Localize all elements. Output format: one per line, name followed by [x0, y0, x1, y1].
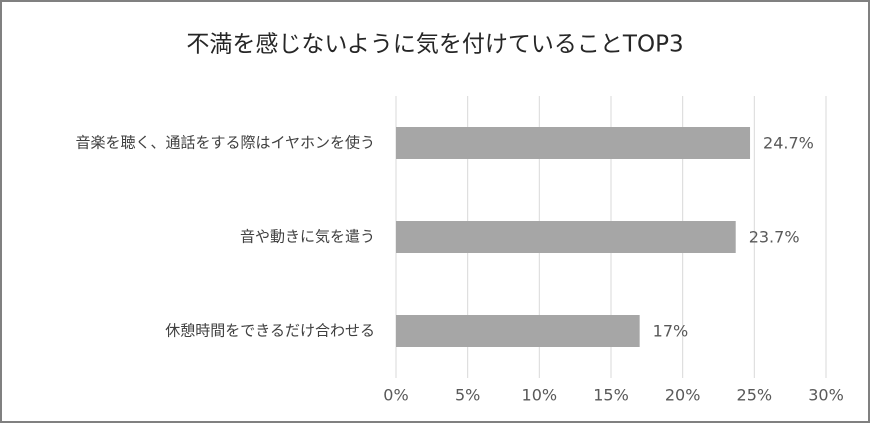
x-tick-label: 5% [455, 386, 480, 405]
data-label: 24.7% [763, 134, 814, 153]
x-tick-label: 10% [522, 386, 558, 405]
bar [396, 127, 751, 159]
x-tick-label: 0% [383, 386, 408, 405]
data-label: 17% [653, 322, 689, 341]
chart-title: 不満を感じないように気を付けていることTOP3 [186, 32, 683, 58]
x-tick-label: 30% [808, 386, 844, 405]
bar [396, 315, 640, 347]
x-tick-label: 25% [737, 386, 773, 405]
x-tick-label: 20% [665, 386, 701, 405]
y-tick-label: 音や動きに気を遣う [240, 228, 375, 246]
x-tick-label: 15% [593, 386, 629, 405]
y-tick-label: 休憩時間をできるだけ合わせる [165, 322, 375, 340]
y-tick-label: 音楽を聴く、通話をする際はイヤホンを使う [75, 134, 375, 152]
data-label: 23.7% [749, 228, 800, 247]
bar [396, 221, 736, 253]
